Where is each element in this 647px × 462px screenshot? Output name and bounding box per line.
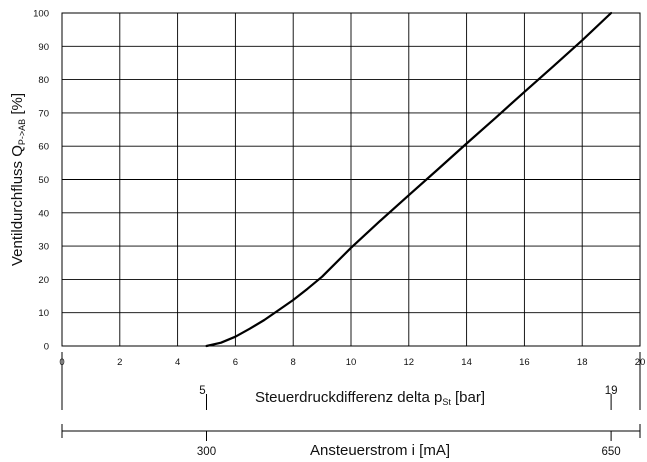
y-tick-label: 60 <box>38 142 49 153</box>
x-tick-label: 18 <box>577 357 588 368</box>
x-tick-label: 12 <box>404 357 415 368</box>
y-tick-label: 20 <box>38 275 49 286</box>
current-axis-marks: 300 650 <box>197 431 621 458</box>
x-tick-label: 16 <box>519 357 530 368</box>
y-tick-label: 0 <box>44 342 49 353</box>
x-tick-label: 8 <box>291 357 296 368</box>
y-axis-label: Ventildurchfluss QP->AB [%] <box>9 93 27 266</box>
x-tick-label: 6 <box>233 357 238 368</box>
y-axis-label-subscript: P->AB <box>17 119 27 145</box>
x-tick-labels: 02468101214161820 <box>59 357 645 368</box>
x-tick-label: 2 <box>117 357 122 368</box>
y-tick-label: 80 <box>38 75 49 86</box>
y-axis-label-main: Ventildurchfluss Q <box>9 145 26 266</box>
y-tick-label: 30 <box>38 242 49 253</box>
grid-lines <box>61 12 641 347</box>
pressure-axis-label-subscript: St <box>442 397 451 407</box>
pressure-axis-label: Steuerdruckdifferenz delta pSt [bar] <box>255 389 485 407</box>
pressure-axis-label-unit: [bar] <box>451 389 485 406</box>
pressure-mark-label: 5 <box>199 385 205 397</box>
y-axis-label-unit: [%] <box>9 93 26 119</box>
x-tick-label: 14 <box>461 357 472 368</box>
flow-curve <box>205 11 613 348</box>
current-mark-label: 650 <box>602 446 621 458</box>
pressure-axis: 5 19 Steuerdruckdifferenz delta pSt [bar] <box>61 352 641 410</box>
pressure-mark-label: 19 <box>605 385 618 397</box>
pressure-axis-label-main: Steuerdruckdifferenz delta p <box>255 389 442 406</box>
current-axis: 300 650 Ansteuerstrom i [mA] <box>61 424 641 459</box>
y-tick-label: 50 <box>38 175 49 186</box>
pressure-axis-marks: 5 19 <box>199 385 617 410</box>
y-tick-label: 100 <box>33 9 49 20</box>
y-tick-label: 70 <box>38 108 49 119</box>
plot-frame <box>61 12 641 347</box>
x-tick-label: 4 <box>175 357 180 368</box>
y-tick-label: 10 <box>38 308 49 319</box>
x-tick-label: 10 <box>346 357 357 368</box>
y-tick-label: 90 <box>38 42 49 53</box>
y-tick-label: 40 <box>38 208 49 219</box>
y-tick-labels: 0 10 20 30 40 50 60 70 80 90 100 <box>33 9 49 353</box>
current-axis-label: Ansteuerstrom i [mA] <box>310 442 450 459</box>
current-mark-label: 300 <box>197 446 216 458</box>
